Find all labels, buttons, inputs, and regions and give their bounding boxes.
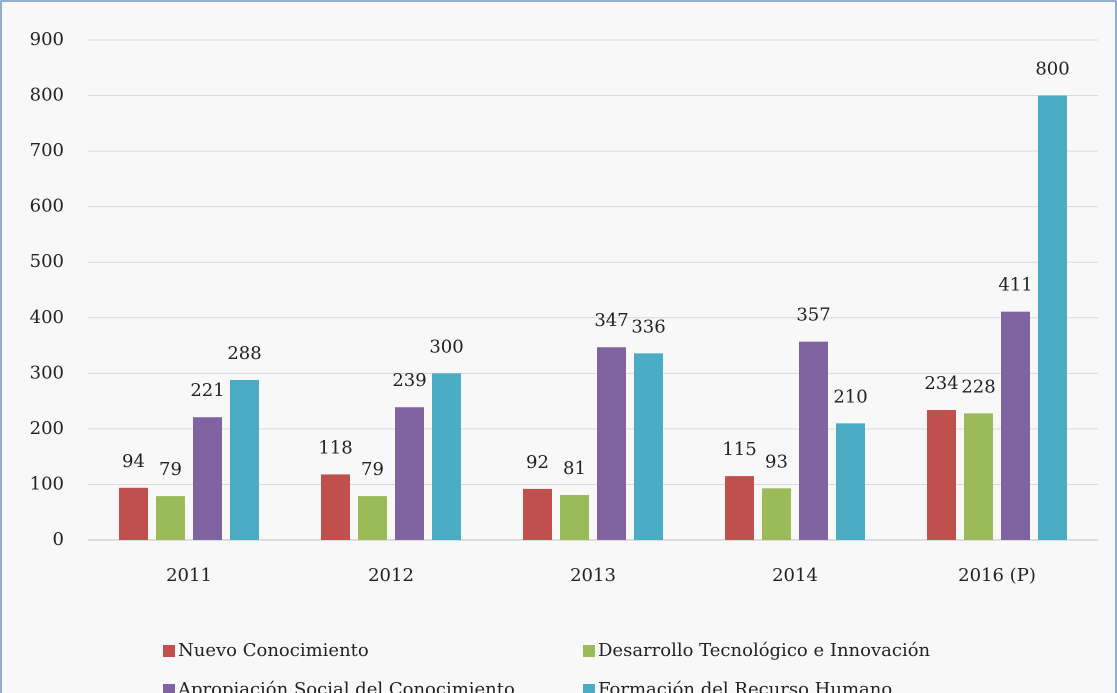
data-label: 239 <box>392 370 426 391</box>
bar <box>321 474 350 540</box>
bar <box>964 413 993 540</box>
data-label: 93 <box>765 451 788 472</box>
x-tick-label: 2014 <box>772 565 818 586</box>
bar <box>927 410 956 540</box>
y-tick-label: 100 <box>30 473 64 494</box>
legend-swatch <box>583 645 595 657</box>
data-label: 118 <box>318 437 352 458</box>
data-label: 94 <box>122 451 145 472</box>
bar <box>119 487 148 540</box>
legend-label: Nuevo Conocimiento <box>178 640 369 661</box>
y-tick-label: 200 <box>30 418 64 439</box>
bar <box>725 476 754 540</box>
data-label: 357 <box>796 305 830 326</box>
legend-label: Formación del Recurso Humano <box>598 679 892 693</box>
bar <box>836 423 865 540</box>
bar <box>230 380 259 540</box>
bar <box>193 417 222 540</box>
legend-label: Desarrollo Tecnológico e Innovación <box>598 640 931 661</box>
bar <box>432 373 461 540</box>
bar <box>560 495 589 540</box>
data-label: 411 <box>998 275 1032 296</box>
data-label: 800 <box>1035 59 1069 80</box>
bar <box>1001 311 1030 540</box>
bar <box>156 496 185 540</box>
data-label: 234 <box>924 373 958 394</box>
y-tick-label: 700 <box>30 140 64 161</box>
bar <box>395 407 424 540</box>
data-label: 79 <box>361 459 384 480</box>
x-tick-label: 2013 <box>570 565 616 586</box>
legend-label: Apropiación Social del Conocimiento <box>177 679 515 693</box>
legend-swatch <box>163 684 175 693</box>
y-tick-label: 300 <box>30 362 64 383</box>
data-label: 300 <box>429 336 463 357</box>
y-tick-label: 500 <box>30 251 64 272</box>
data-label: 347 <box>594 310 628 331</box>
bar <box>634 353 663 540</box>
data-label: 115 <box>722 439 756 460</box>
y-tick-label: 400 <box>30 307 64 328</box>
x-tick-label: 2016 (P) <box>958 565 1036 586</box>
data-label: 228 <box>961 376 995 397</box>
bar <box>762 488 791 540</box>
bar <box>358 496 387 540</box>
data-label: 92 <box>526 452 549 473</box>
y-tick-label: 800 <box>30 85 64 106</box>
data-label: 210 <box>833 386 867 407</box>
x-tick-label: 2012 <box>368 565 414 586</box>
x-tick-label: 2011 <box>166 565 212 586</box>
data-label: 336 <box>631 316 665 337</box>
bar <box>1038 95 1067 541</box>
legend-swatch <box>163 645 175 657</box>
data-label: 81 <box>563 458 586 479</box>
bar <box>523 488 552 540</box>
y-tick-label: 900 <box>30 29 64 50</box>
data-label: 288 <box>227 343 261 364</box>
bar <box>597 347 626 540</box>
bar <box>799 341 828 540</box>
y-tick-label: 0 <box>53 529 64 550</box>
legend-swatch <box>583 684 595 693</box>
y-tick-label: 600 <box>30 196 64 217</box>
data-label: 79 <box>159 459 182 480</box>
data-label: 221 <box>190 380 224 401</box>
